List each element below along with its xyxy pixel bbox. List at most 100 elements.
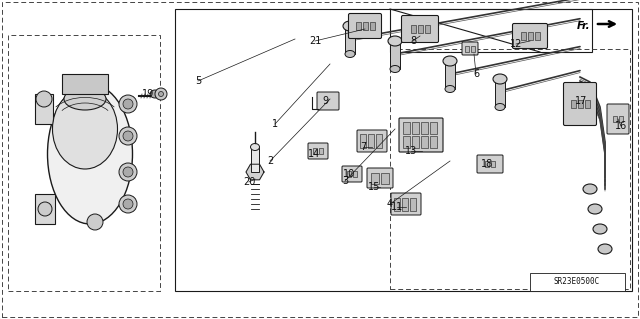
Ellipse shape <box>588 204 602 214</box>
FancyBboxPatch shape <box>342 166 362 182</box>
Bar <box>35 94 53 124</box>
FancyBboxPatch shape <box>513 24 547 48</box>
FancyBboxPatch shape <box>317 92 339 110</box>
Bar <box>521 32 526 40</box>
FancyBboxPatch shape <box>367 168 393 188</box>
Bar <box>412 136 419 148</box>
Bar <box>412 122 419 134</box>
FancyBboxPatch shape <box>308 143 328 159</box>
Text: 9: 9 <box>322 96 328 106</box>
Bar <box>430 122 437 134</box>
Bar <box>370 22 375 30</box>
Ellipse shape <box>119 95 137 113</box>
Bar <box>495 79 505 107</box>
Ellipse shape <box>123 99 133 109</box>
Bar <box>390 41 400 69</box>
Bar <box>35 194 55 224</box>
Text: 20: 20 <box>243 177 255 187</box>
Ellipse shape <box>47 84 132 224</box>
Ellipse shape <box>250 144 259 151</box>
Ellipse shape <box>593 224 607 234</box>
Bar <box>360 134 366 148</box>
Bar <box>62 74 108 94</box>
Text: 8: 8 <box>410 36 416 46</box>
Bar <box>465 46 469 52</box>
Text: 5: 5 <box>195 76 201 86</box>
Bar <box>402 198 408 211</box>
Bar <box>619 116 623 122</box>
FancyBboxPatch shape <box>563 83 596 125</box>
Bar <box>394 198 400 211</box>
Bar <box>421 122 428 134</box>
Ellipse shape <box>123 167 133 177</box>
Bar <box>356 22 361 30</box>
Polygon shape <box>246 164 264 180</box>
Bar <box>381 173 389 184</box>
Text: 17: 17 <box>575 96 587 106</box>
Ellipse shape <box>495 103 505 110</box>
Ellipse shape <box>493 74 507 84</box>
Bar <box>371 173 379 184</box>
FancyBboxPatch shape <box>357 130 387 152</box>
Bar <box>390 9 592 52</box>
Ellipse shape <box>38 202 52 216</box>
Bar <box>410 198 416 211</box>
Ellipse shape <box>155 88 167 100</box>
FancyBboxPatch shape <box>607 104 629 134</box>
Bar <box>353 171 357 177</box>
Bar <box>403 136 410 148</box>
Ellipse shape <box>119 163 137 181</box>
Text: 13: 13 <box>405 146 417 156</box>
FancyBboxPatch shape <box>462 42 478 55</box>
Bar <box>418 25 423 33</box>
Text: 3: 3 <box>342 176 348 186</box>
Bar <box>390 49 630 289</box>
Ellipse shape <box>36 91 52 107</box>
Text: 16: 16 <box>615 121 627 131</box>
Bar <box>585 100 590 108</box>
Ellipse shape <box>388 36 402 46</box>
Text: Fr.: Fr. <box>577 21 590 31</box>
Bar <box>403 122 410 134</box>
Bar <box>491 161 495 167</box>
Text: 11: 11 <box>391 202 403 212</box>
FancyBboxPatch shape <box>391 193 421 215</box>
FancyBboxPatch shape <box>477 155 503 173</box>
Text: SR23E0500C: SR23E0500C <box>554 278 600 286</box>
Bar <box>363 22 368 30</box>
Bar <box>319 148 323 154</box>
Bar <box>471 46 475 52</box>
Text: 4: 4 <box>387 199 393 209</box>
Ellipse shape <box>150 90 160 98</box>
Bar <box>368 134 374 148</box>
Ellipse shape <box>64 88 106 110</box>
Text: 10: 10 <box>343 169 355 179</box>
Bar <box>571 100 576 108</box>
Text: 2: 2 <box>267 156 273 166</box>
Text: 18: 18 <box>481 159 493 169</box>
Ellipse shape <box>598 244 612 254</box>
Bar <box>530 273 625 291</box>
Bar <box>535 32 540 40</box>
Bar <box>485 161 489 167</box>
Ellipse shape <box>123 199 133 209</box>
Ellipse shape <box>583 184 597 194</box>
Ellipse shape <box>119 127 137 145</box>
Ellipse shape <box>159 92 163 97</box>
Text: 14: 14 <box>308 149 320 159</box>
Ellipse shape <box>345 50 355 57</box>
Bar <box>425 25 430 33</box>
Bar <box>445 61 455 89</box>
Bar <box>8 35 160 291</box>
Ellipse shape <box>52 89 118 169</box>
Bar <box>613 116 617 122</box>
Bar <box>578 100 583 108</box>
FancyBboxPatch shape <box>349 13 381 39</box>
Bar <box>175 9 632 291</box>
Bar <box>376 134 382 148</box>
Ellipse shape <box>390 65 400 72</box>
Text: 21: 21 <box>309 36 321 46</box>
Bar <box>251 147 259 172</box>
Text: 12: 12 <box>510 39 522 49</box>
Bar <box>528 32 533 40</box>
